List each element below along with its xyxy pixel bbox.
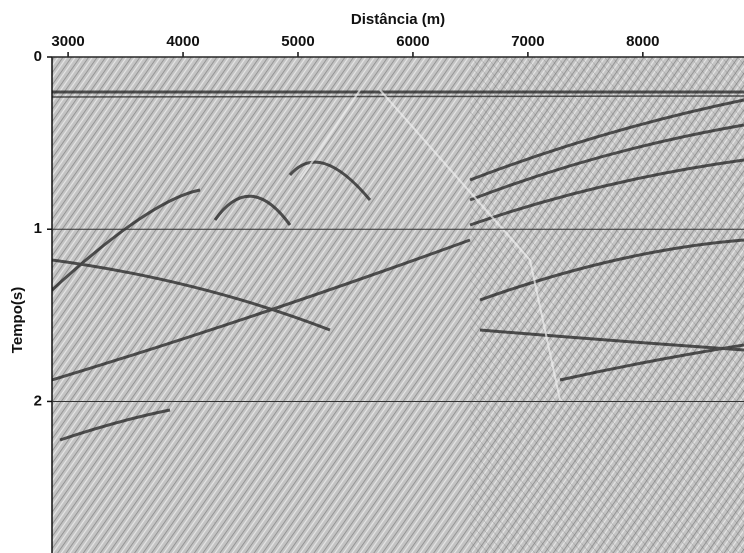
x-axis-label: Distância (m) [351, 11, 445, 28]
chart: Distância (m) Tempo(s) 3000 4000 5000 6000 7… [0, 0, 744, 553]
y-tick-label: 1 [34, 220, 42, 237]
x-tick-label: 7000 [511, 33, 544, 50]
x-tick-label: 3000 [51, 33, 84, 50]
seismic-image [52, 57, 744, 553]
x-tick-label: 4000 [166, 33, 199, 50]
y-axis-label: Tempo(s) [9, 287, 26, 353]
x-tick-label: 5000 [281, 33, 314, 50]
x-tick-label: 6000 [396, 33, 429, 50]
y-tick-label: 2 [34, 392, 42, 409]
y-tick-label: 0 [34, 48, 42, 65]
x-tick-label: 8000 [626, 33, 659, 50]
